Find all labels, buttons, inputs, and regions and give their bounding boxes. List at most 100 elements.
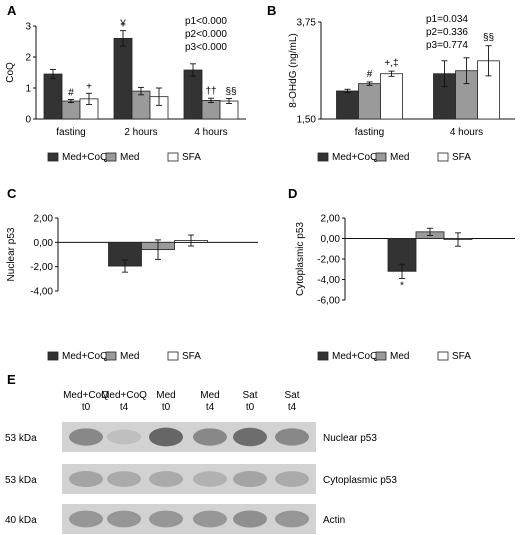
y-tick-label: 3 bbox=[25, 22, 31, 33]
blot-row-label: Nuclear p53 bbox=[323, 433, 377, 444]
legend-swatch bbox=[105, 351, 117, 361]
legend-label: SFA bbox=[182, 152, 201, 163]
stat-label: p1<0.000 bbox=[185, 16, 227, 27]
legend: Med+CoQ Med SFA bbox=[47, 152, 201, 163]
legend-swatch bbox=[167, 351, 179, 361]
panel-letter-b: B bbox=[267, 3, 276, 18]
x-tick-label: 4 hours bbox=[450, 127, 483, 138]
blot-band bbox=[275, 510, 309, 528]
lane-time-label: t0 bbox=[246, 402, 255, 413]
blot-band bbox=[107, 510, 141, 528]
blot-band bbox=[107, 429, 141, 445]
legend-swatch bbox=[167, 152, 179, 162]
lane-time-label: t0 bbox=[82, 402, 91, 413]
blot-band bbox=[193, 510, 227, 528]
y-tick-label: 2 bbox=[25, 53, 31, 64]
y-axis-label: Cytoplasmic p53 bbox=[295, 222, 306, 296]
y-tick-label: -2,00 bbox=[317, 255, 340, 266]
stat-label: p2<0.000 bbox=[185, 29, 227, 40]
legend: Med+CoQ Med SFA bbox=[317, 351, 471, 362]
annotation: §§ bbox=[225, 87, 236, 98]
y-tick-label: 1 bbox=[25, 84, 31, 95]
lane-time-label: t4 bbox=[206, 402, 215, 413]
legend-label: SFA bbox=[452, 351, 471, 362]
blot-band bbox=[233, 427, 267, 447]
panel-letter-d: D bbox=[288, 186, 297, 201]
kda-label: 53 kDa bbox=[5, 475, 37, 486]
blot-band bbox=[149, 471, 183, 487]
bar bbox=[113, 38, 133, 120]
blot-band bbox=[275, 471, 309, 487]
panel-letter-a: A bbox=[7, 3, 17, 18]
legend-label: Med+CoQ bbox=[332, 351, 378, 362]
stat-label: p3=0.774 bbox=[426, 40, 468, 51]
chart-panel-d: 2,00 0,00 -2,00 -4,00 -6,00 Cytoplasmic p53 * bbox=[295, 214, 515, 307]
bar bbox=[61, 100, 81, 120]
kda-label: 40 kDa bbox=[5, 515, 37, 526]
legend-swatch bbox=[317, 152, 329, 162]
blot-band bbox=[149, 510, 183, 528]
legend-swatch bbox=[375, 152, 387, 162]
lane-time-label: t4 bbox=[288, 402, 297, 413]
bar bbox=[336, 90, 359, 120]
y-axis-label: Nuclear p53 bbox=[6, 227, 17, 281]
lane-label: Med+CoQ bbox=[101, 390, 147, 401]
y-tick-label: 0,00 bbox=[34, 238, 54, 249]
y-tick-label: 0 bbox=[25, 115, 31, 126]
blot-band bbox=[149, 427, 183, 447]
bar bbox=[358, 83, 381, 120]
legend: Med+CoQ Med SFA bbox=[317, 152, 471, 163]
annotation: # bbox=[68, 87, 74, 98]
blot-strip bbox=[62, 464, 316, 494]
legend-swatch bbox=[47, 152, 59, 162]
legend-label: Med+CoQ bbox=[62, 351, 108, 362]
y-tick-label: -6,00 bbox=[317, 296, 340, 307]
bar bbox=[183, 69, 203, 120]
chart-panel-c: 2,00 0,00 -2,00 -4,00 Nuclear p53 bbox=[6, 214, 258, 298]
annotation: * bbox=[400, 280, 404, 291]
panel-letter-c: C bbox=[7, 186, 17, 201]
blot-row-label: Cytoplasmic p53 bbox=[323, 475, 397, 486]
annotation: + bbox=[86, 81, 92, 92]
legend-label: Med+CoQ bbox=[332, 152, 378, 163]
legend-swatch bbox=[317, 351, 329, 361]
lane-label: Med bbox=[156, 390, 175, 401]
bar bbox=[380, 73, 403, 120]
y-tick-label: 2,00 bbox=[321, 214, 341, 225]
blot-band bbox=[193, 428, 227, 446]
legend-swatch bbox=[437, 351, 449, 361]
lane-label: Sat bbox=[242, 390, 257, 401]
legend-label: Med bbox=[390, 152, 409, 163]
annotation: §§ bbox=[483, 33, 494, 44]
x-tick-label: fasting bbox=[355, 127, 384, 138]
legend-label: SFA bbox=[452, 152, 471, 163]
y-tick-label: -2,00 bbox=[30, 262, 53, 273]
y-tick-label: 2,00 bbox=[34, 214, 54, 225]
blot-band bbox=[69, 470, 103, 488]
lane-label: Med+CoQ bbox=[63, 390, 109, 401]
blot-band bbox=[193, 471, 227, 487]
y-axis-label: CoQ bbox=[5, 62, 16, 83]
y-axis-label: 8-OHdG (ng/mL) bbox=[288, 33, 299, 107]
bar bbox=[131, 90, 151, 120]
chart-panel-a: 0 1 2 3 CoQ fasting 2 hours 4 hours p1<0.000 p2<0… bbox=[5, 16, 246, 138]
x-tick-label: 4 hours bbox=[194, 127, 227, 138]
lane-time-label: t4 bbox=[120, 402, 129, 413]
annotation: †† bbox=[205, 86, 216, 97]
y-tick-label: 1,50 bbox=[297, 115, 317, 126]
bar bbox=[201, 100, 221, 120]
legend-swatch bbox=[105, 152, 117, 162]
x-tick-label: fasting bbox=[56, 127, 85, 138]
legend-label: SFA bbox=[182, 351, 201, 362]
y-tick-label: 0,00 bbox=[321, 234, 341, 245]
x-tick-label: 2 hours bbox=[124, 127, 157, 138]
chart-panel-b: 1,50 3,75 8-OHdG (ng/mL) fasting 4 hours p1=0… bbox=[288, 14, 515, 138]
blot-band bbox=[233, 510, 267, 528]
annotation: # bbox=[367, 69, 373, 80]
legend-swatch bbox=[375, 351, 387, 361]
annotation: ¥ bbox=[119, 19, 126, 30]
y-tick-label: -4,00 bbox=[317, 275, 340, 286]
blot-band bbox=[69, 510, 103, 528]
bar bbox=[43, 73, 63, 120]
